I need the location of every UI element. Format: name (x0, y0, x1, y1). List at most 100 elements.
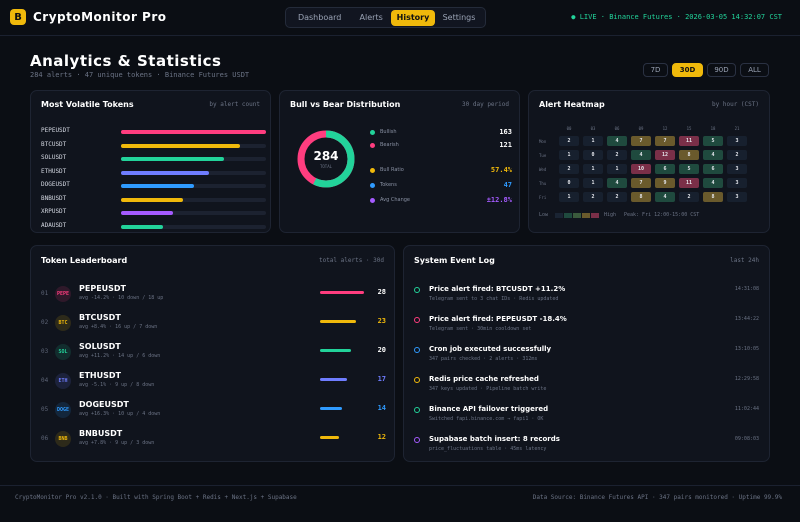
heatmap-cell[interactable]: 6 (703, 164, 723, 174)
heatmap-cell[interactable]: 1 (607, 164, 627, 174)
list-item[interactable]: Supabase batch insert: 8 records price_fl… (414, 435, 759, 455)
leaderboard-card: Token Leaderboard total alerts · 30d 01 P… (30, 245, 395, 462)
list-item[interactable]: Binance API failover triggered Switched f… (414, 405, 759, 425)
donut-total: 284 (313, 149, 339, 163)
heatmap-cell[interactable]: 8 (703, 192, 723, 202)
heatmap-cell[interactable]: 12 (655, 150, 675, 160)
token-avatar: BNB (55, 431, 71, 447)
event-time: 11:02:44 (734, 406, 759, 412)
heatmap-cell[interactable]: 1 (559, 192, 579, 202)
volatile-row: PEPEUSDT28 (41, 127, 291, 137)
leaderboard-bar (320, 349, 352, 352)
status-dot-icon (414, 317, 420, 323)
event-title: Price alert fired: BTCUSDT +11.2% (429, 285, 566, 293)
table-row[interactable]: 01 PEPE PEPEUSDT avg -14.2% · 10 down / 18 … (41, 284, 386, 302)
donut-total-label: TOTAL (319, 164, 333, 169)
table-row[interactable]: 03 SOL SOLUSDT avg +11.2% · 14 up / 6 down 2… (41, 342, 386, 360)
heatmap-hour-label: 12 (662, 126, 668, 131)
event-title: Redis price cache refreshed (429, 375, 539, 383)
heatmap-cell[interactable]: 3 (727, 178, 747, 188)
status-dot-icon (414, 377, 420, 383)
rank: 05 (41, 406, 49, 413)
tab-dashboard[interactable]: Dashboard (297, 13, 342, 22)
period-7d-button[interactable]: 7D (643, 63, 668, 77)
legend-value: 163 (499, 128, 512, 136)
event-title: Binance API failover triggered (429, 405, 549, 413)
bullbear-subtitle: 30 day period (462, 101, 509, 108)
heatmap-cell[interactable]: 2 (727, 150, 747, 160)
heatmap-cell[interactable]: 4 (655, 192, 675, 202)
leaderboard-subtitle: total alerts · 30d (318, 257, 384, 264)
heatmap-cell[interactable]: 10 (631, 164, 651, 174)
heatmap-cell[interactable]: 2 (679, 192, 699, 202)
tab-settings[interactable]: Settings (442, 13, 476, 22)
period-30d-button[interactable]: 30D (672, 63, 703, 77)
rank: 02 (41, 319, 49, 326)
event-meta: Telegram sent · 30min cooldown set (429, 326, 532, 332)
heatmap-cell[interactable]: 3 (727, 164, 747, 174)
heatmap-peak: Peak: Fri 12:00-15:00 CST (624, 212, 700, 218)
legend-label: Bearish (380, 142, 399, 148)
heatmap-cell[interactable]: 2 (607, 192, 627, 202)
heatmap-cell[interactable]: 2 (583, 192, 603, 202)
heatmap-cell[interactable]: 7 (655, 136, 675, 146)
heatmap-cell[interactable]: 4 (631, 150, 651, 160)
heatmap-cell[interactable]: 11 (679, 178, 699, 188)
period-selector: 7D 30D 90D ALL (643, 63, 769, 77)
table-row[interactable]: 04 ETH ETHUSDT avg -5.1% · 9 up / 8 down 17 (41, 371, 386, 389)
list-item[interactable]: Cron job executed successfully 347 pairs … (414, 345, 759, 365)
heatmap-cell[interactable]: 2 (607, 150, 627, 160)
legend-tokens: Tokens 47 (370, 181, 512, 191)
table-row[interactable]: 02 BTC BTCUSDT avg +8.4% · 16 up / 7 down 23 (41, 313, 386, 331)
heatmap-cell[interactable]: 3 (727, 192, 747, 202)
heatmap-cell[interactable]: 1 (559, 150, 579, 160)
heatmap-cell[interactable]: 9 (655, 178, 675, 188)
heatmap-cell[interactable]: 4 (703, 178, 723, 188)
token-avatar: ETH (55, 373, 71, 389)
table-row[interactable]: 05 DOGE DOGEUSDT avg +16.3% · 10 up / 4 dow… (41, 400, 386, 418)
heatmap-cell[interactable]: 2 (559, 164, 579, 174)
volatile-row: BTCUSDT23 (41, 141, 291, 151)
alert-count: 14 (377, 404, 386, 412)
token-name: ADAUSDT (41, 221, 67, 229)
footer: CryptoMonitor Pro v2.1.0 · Built with Sp… (0, 485, 800, 522)
list-item[interactable]: Price alert fired: PEPEUSDT -18.4% Telegr… (414, 315, 759, 335)
heatmap-cell[interactable]: 2 (559, 136, 579, 146)
tab-history[interactable]: History (391, 9, 435, 26)
heatmap-cell[interactable]: 11 (679, 136, 699, 146)
token-meta: avg +11.2% · 14 up / 6 down (79, 353, 161, 359)
event-title: Cron job executed successfully (429, 345, 552, 353)
heatmap-cell[interactable]: 4 (607, 136, 627, 146)
heatmap-cell[interactable]: 1 (583, 136, 603, 146)
heatmap-cell[interactable]: 5 (703, 136, 723, 146)
leaderboard-title: Token Leaderboard (41, 256, 128, 265)
leaderboard-bar (320, 407, 342, 410)
volatile-bar-track (121, 157, 266, 161)
heatmap-cell[interactable]: 1 (583, 178, 603, 188)
event-time: 14:31:08 (734, 286, 759, 292)
token-meta: avg +8.4% · 16 up / 7 down (79, 324, 158, 330)
heatmap-cell[interactable]: 7 (631, 178, 651, 188)
list-item[interactable]: Price alert fired: BTCUSDT +11.2% Telegra… (414, 285, 759, 305)
period-all-button[interactable]: ALL (740, 63, 769, 77)
heatmap-cell[interactable]: 0 (583, 150, 603, 160)
heatmap-hour-label: 09 (638, 126, 644, 131)
heatmap-hour-label: 03 (590, 126, 596, 131)
period-90d-button[interactable]: 90D (707, 63, 736, 77)
heatmap-cell[interactable]: 4 (607, 178, 627, 188)
heatmap-cell[interactable]: 7 (631, 136, 651, 146)
eventlog-title: System Event Log (414, 256, 495, 265)
volatile-bar (121, 224, 164, 229)
heatmap-cell[interactable]: 8 (679, 150, 699, 160)
heatmap-cell[interactable]: 3 (727, 136, 747, 146)
heatmap-cell[interactable]: 5 (679, 164, 699, 174)
heatmap-cell[interactable]: 1 (583, 164, 603, 174)
tab-alerts[interactable]: Alerts (359, 13, 383, 22)
heatmap-cell[interactable]: 6 (655, 164, 675, 174)
heatmap-cell[interactable]: 0 (559, 178, 579, 188)
heatmap-cell[interactable]: 4 (703, 150, 723, 160)
alert-count: 23 (377, 317, 386, 325)
heatmap-cell[interactable]: 8 (631, 192, 651, 202)
list-item[interactable]: Redis price cache refreshed 347 keys upda… (414, 375, 759, 395)
table-row[interactable]: 06 BNB BNBUSDT avg +7.8% · 9 up / 3 down 12 (41, 429, 386, 447)
